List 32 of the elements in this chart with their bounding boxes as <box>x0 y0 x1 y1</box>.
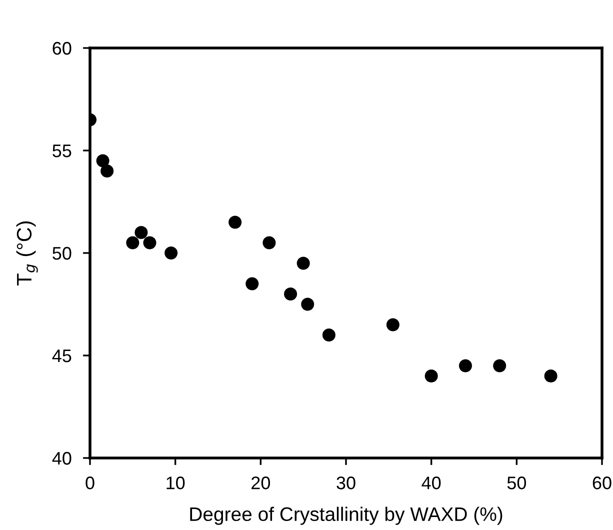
x-tick-label: 20 <box>252 476 270 490</box>
x-tick-label: 30 <box>336 476 356 490</box>
x-tick-label: 50 <box>507 476 526 490</box>
point <box>134 226 148 240</box>
x-tick-label: 60 <box>592 476 612 490</box>
point <box>301 298 314 311</box>
point <box>322 328 336 342</box>
point <box>493 359 506 372</box>
x-tick-label: 0 <box>86 476 94 490</box>
point <box>246 277 259 290</box>
point <box>164 246 178 260</box>
y-tick-label: 60 <box>52 42 72 55</box>
point <box>143 236 156 250</box>
point <box>296 256 310 270</box>
point <box>386 318 400 332</box>
point <box>424 369 438 383</box>
point <box>100 164 114 178</box>
x-axis-title: Degree of Crystallinity by WAXD (%) <box>190 506 502 525</box>
point <box>126 236 140 250</box>
y-tick-label: 45 <box>52 350 72 362</box>
x-tick-label: 10 <box>166 476 185 490</box>
point <box>262 236 276 250</box>
y-tick-label: 40 <box>52 452 72 465</box>
point <box>228 216 242 229</box>
point <box>458 359 472 372</box>
y-axis-title: T$_{g}$ (°C) <box>16 221 38 286</box>
point <box>544 369 558 383</box>
y-tick-label: 50 <box>52 246 72 260</box>
point <box>96 154 110 168</box>
y-tick-label: 55 <box>52 144 72 158</box>
point <box>284 287 298 301</box>
x-tick-label: 40 <box>422 476 441 490</box>
